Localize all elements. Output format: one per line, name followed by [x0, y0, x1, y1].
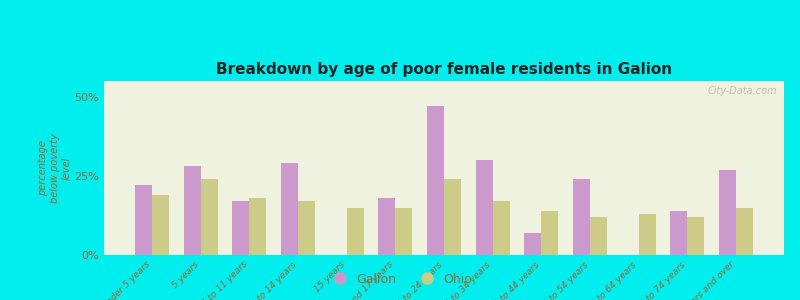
Bar [719, 169, 736, 255]
Bar [427, 106, 444, 255]
Bar [201, 179, 218, 255]
Bar [444, 179, 461, 255]
Bar [135, 185, 152, 255]
Bar [395, 208, 412, 255]
Bar [378, 198, 395, 255]
Bar [281, 163, 298, 255]
Bar [232, 201, 250, 255]
Bar [183, 167, 201, 255]
Legend: Galion, Ohio: Galion, Ohio [322, 268, 478, 291]
Bar [346, 208, 364, 255]
Bar [590, 217, 607, 255]
Y-axis label: percentage
below poverty
level: percentage below poverty level [38, 133, 72, 203]
Bar [736, 208, 753, 255]
Bar [476, 160, 493, 255]
Bar [638, 214, 656, 255]
Bar [542, 211, 558, 255]
Bar [298, 201, 315, 255]
Title: Breakdown by age of poor female residents in Galion: Breakdown by age of poor female resident… [216, 62, 672, 77]
Text: City-Data.com: City-Data.com [707, 86, 778, 96]
Bar [524, 233, 542, 255]
Bar [573, 179, 590, 255]
Bar [493, 201, 510, 255]
Bar [670, 211, 687, 255]
Bar [687, 217, 705, 255]
Bar [152, 195, 169, 255]
Bar [250, 198, 266, 255]
